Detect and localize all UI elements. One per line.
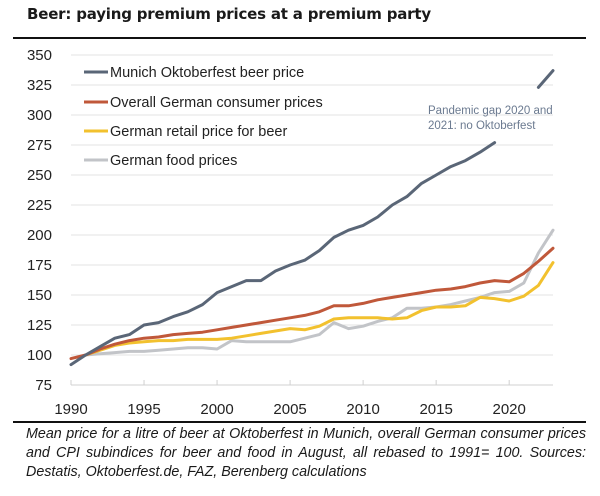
legend-label: Munich Oktoberfest beer price	[110, 65, 304, 81]
x-tick-label: 2015	[419, 401, 452, 418]
y-tick-label: 100	[27, 347, 52, 364]
y-tick-label: 250	[27, 167, 52, 184]
y-tick-label: 350	[27, 47, 52, 64]
y-axis: 75 100 125 150 175 200 225 250 275 300 325 350	[27, 47, 52, 394]
legend-label: German retail price for beer	[110, 124, 287, 140]
y-tick-label: 200	[27, 227, 52, 244]
series-line-1	[69, 246, 555, 361]
series-lines	[69, 69, 555, 367]
y-tick-label: 175	[27, 257, 52, 274]
legend-label: German food prices	[110, 153, 237, 169]
annotation-line-1: Pandemic gap 2020 and	[428, 105, 553, 117]
x-tick-label: 1995	[127, 401, 160, 418]
y-tick-label: 300	[27, 107, 52, 124]
bottom-rule	[13, 421, 586, 423]
series-line-0	[536, 69, 555, 89]
x-tick-label: 1990	[54, 401, 87, 418]
y-tick-label: 150	[27, 287, 52, 304]
x-axis: 1990 1995 2000 2005 2010 2015 2020	[54, 380, 526, 418]
series-line-2	[84, 261, 555, 357]
y-tick-label: 225	[27, 197, 52, 214]
x-tick-label: 2010	[346, 401, 379, 418]
legend-item: Overall German consumer prices	[84, 95, 323, 111]
y-tick-label: 325	[27, 77, 52, 94]
y-tick-label: 125	[27, 317, 52, 334]
chart-title: Beer: paying premium prices at a premium…	[27, 5, 431, 23]
legend-label: Overall German consumer prices	[110, 95, 323, 111]
x-tick-label: 2005	[273, 401, 306, 418]
annotation-line-2: 2021: no Oktoberfest	[428, 120, 536, 132]
legend-item: German retail price for beer	[84, 124, 287, 140]
y-tick-label: 275	[27, 137, 52, 154]
legend-item: German food prices	[84, 153, 237, 169]
line-chart: 75 100 125 150 175 200 225 250 275 300 325 350 1990…	[27, 47, 555, 418]
chart-caption: Mean price for a litre of beer at Oktobe…	[26, 426, 586, 480]
top-rule	[13, 37, 586, 39]
legend-item: Munich Oktoberfest beer price	[84, 65, 304, 81]
gridlines	[71, 54, 553, 386]
series-line-0	[69, 141, 497, 367]
x-tick-label: 2000	[200, 401, 233, 418]
y-tick-label: 75	[35, 377, 52, 394]
legend: Munich Oktoberfest beer price Overall Ger…	[84, 65, 323, 169]
x-tick-label: 2020	[492, 401, 525, 418]
